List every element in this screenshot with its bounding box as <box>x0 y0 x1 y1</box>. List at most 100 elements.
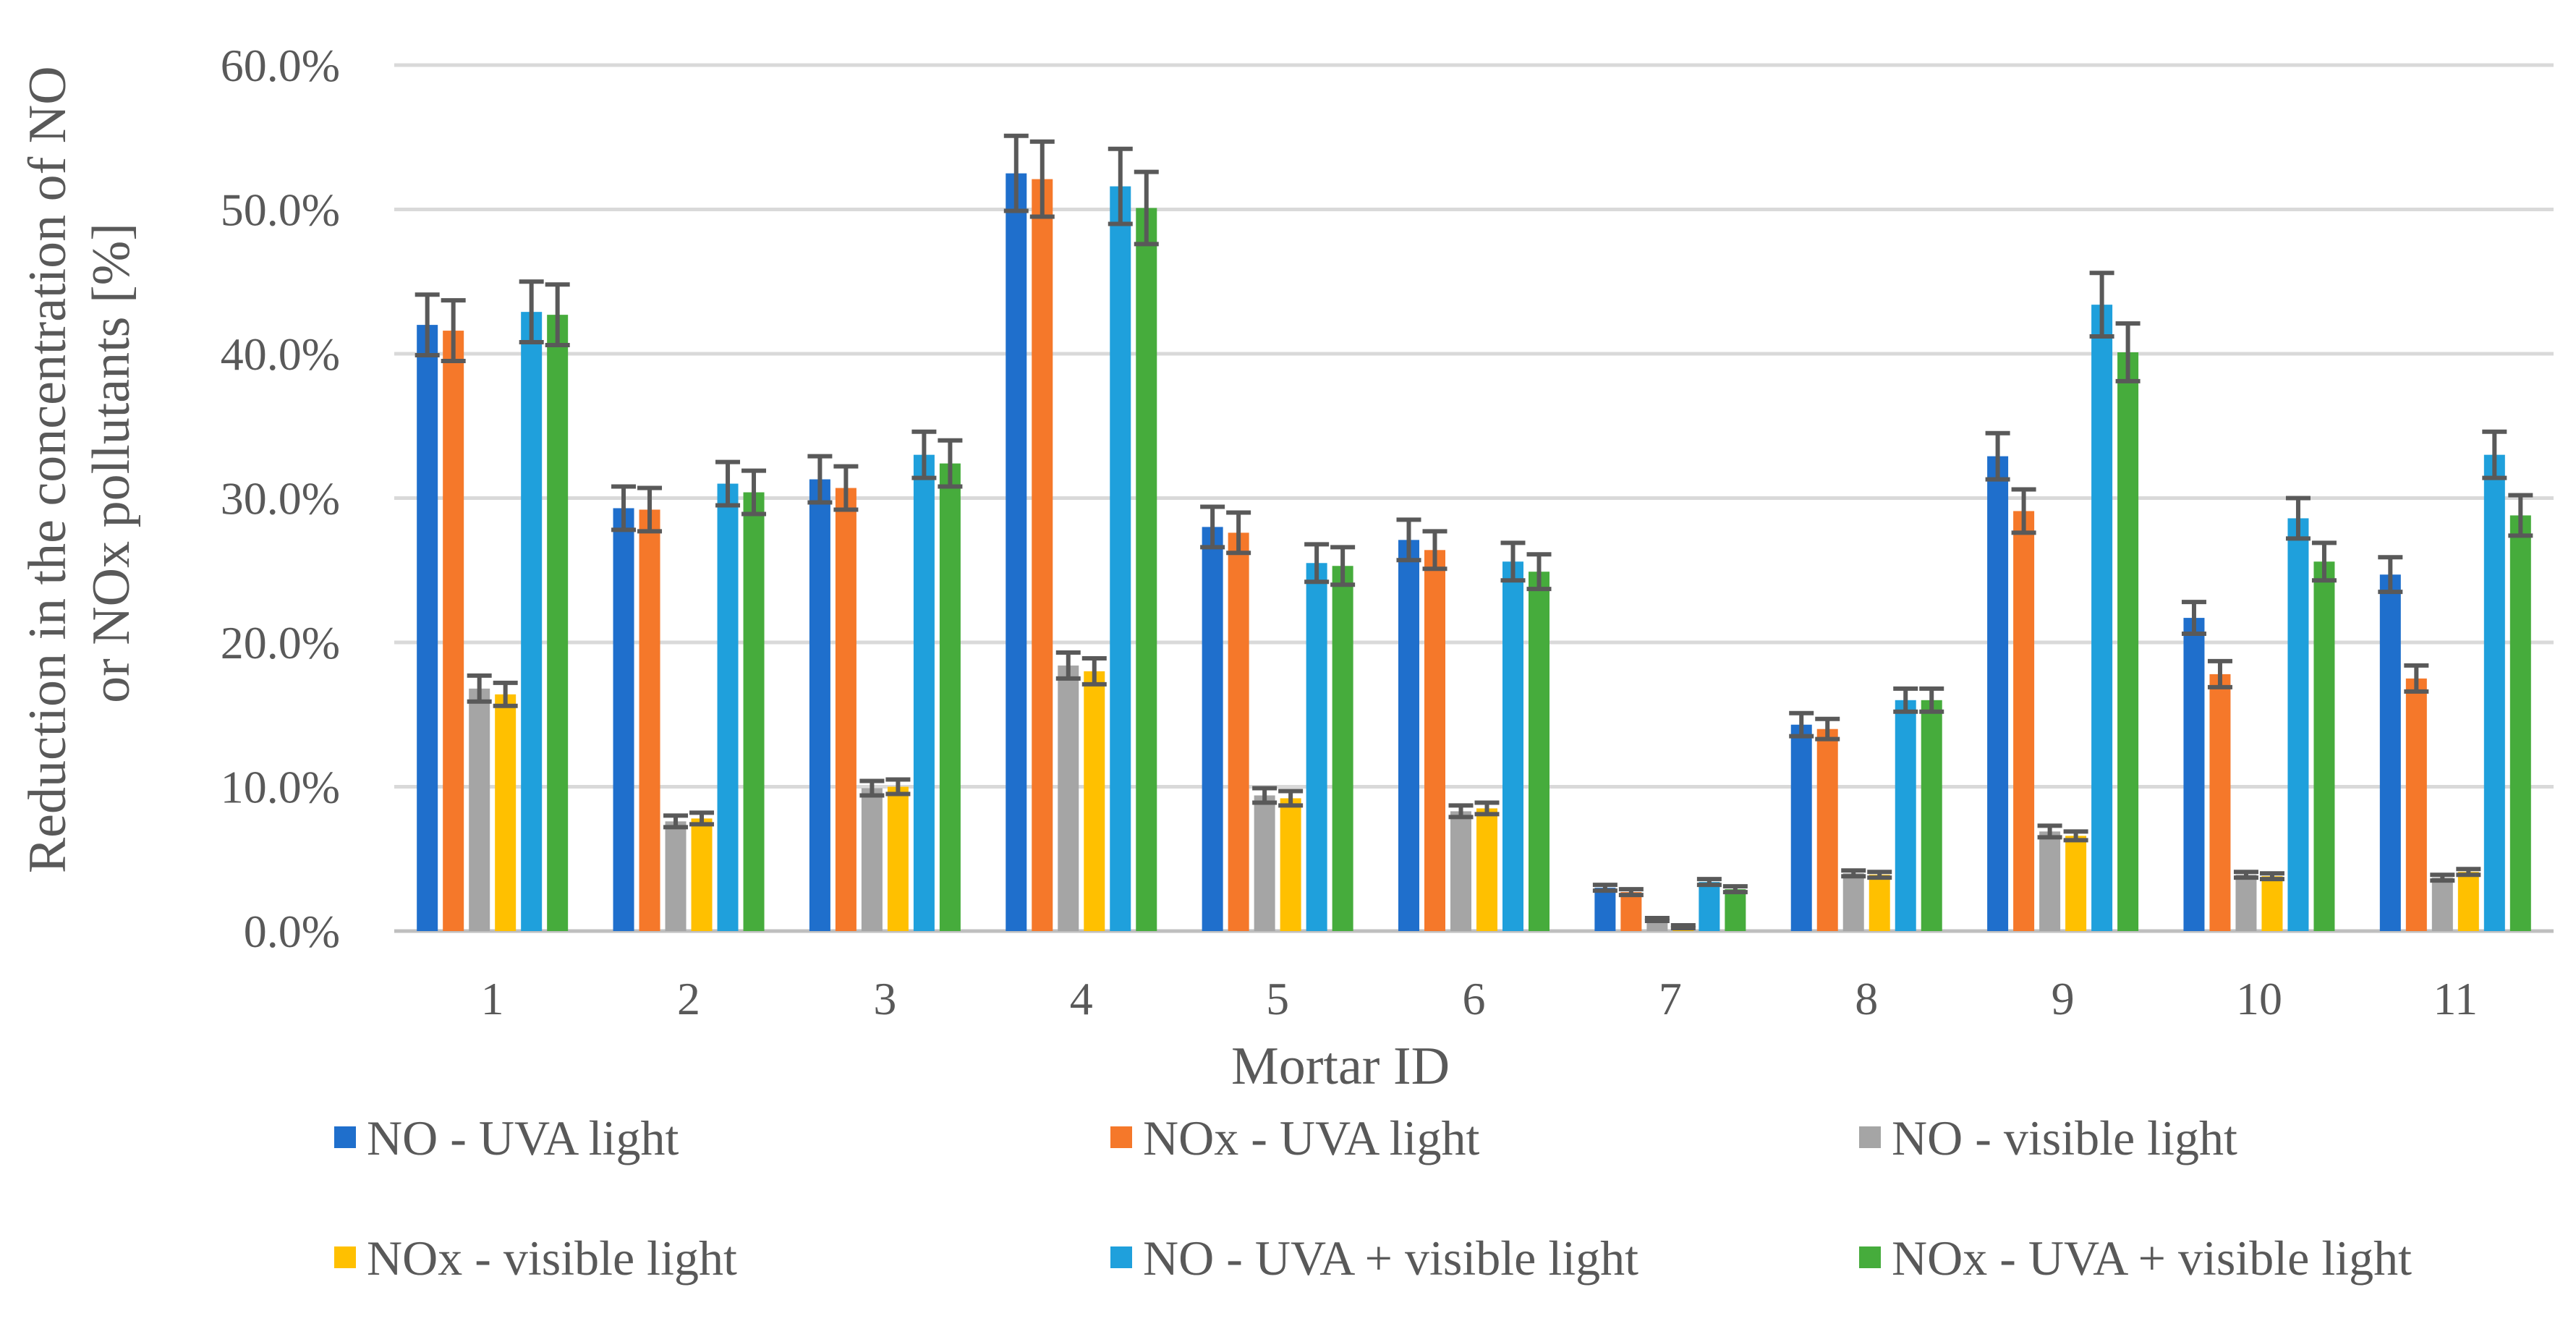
x-tick-label: 1 <box>481 973 504 1024</box>
bar <box>2457 872 2479 931</box>
bar <box>2509 515 2531 931</box>
bar <box>443 331 464 932</box>
bar <box>1450 811 1471 931</box>
y-axis-ticks: 0.0% 10.0% 20.0% 30.0% 40.0% 50.0% 60.0% <box>221 40 340 957</box>
bar <box>1842 873 1864 931</box>
bar <box>861 788 883 931</box>
legend-label: NO - UVA + visible light <box>1143 1231 1638 1286</box>
legend-swatch <box>1110 1126 1132 1148</box>
error-bar <box>807 454 833 505</box>
bar <box>1476 808 1497 931</box>
bar <box>1006 173 1027 931</box>
legend-swatch <box>334 1246 356 1268</box>
legend-label: NOx - visible light <box>367 1231 737 1286</box>
error-bar <box>1422 529 1448 572</box>
error-bar <box>1474 800 1500 817</box>
bar <box>2405 678 2427 931</box>
bar <box>2117 352 2139 931</box>
bar <box>939 463 961 931</box>
error-bar <box>1055 650 1081 681</box>
error-bar <box>1526 552 1552 592</box>
x-tick-label: 6 <box>1463 973 1486 1024</box>
legend-label: NOx - UVA light <box>1143 1110 1479 1165</box>
error-bar <box>2430 872 2455 883</box>
error-bar <box>545 282 570 348</box>
bar <box>665 821 686 931</box>
error-bar <box>1029 139 1055 219</box>
legend-swatch <box>1859 1246 1881 1268</box>
error-bar <box>415 292 440 357</box>
bar <box>1816 729 1838 931</box>
error-bar <box>2508 493 2533 538</box>
error-bar <box>885 777 911 797</box>
y-tick-label: 0.0% <box>244 906 340 957</box>
x-tick-label: 5 <box>1266 973 1289 1024</box>
bar <box>691 818 713 931</box>
error-bar <box>1919 686 1944 714</box>
bar <box>2379 574 2401 931</box>
legend: NO - UVA light NOx - UVA light NO - visibl… <box>334 1110 2412 1286</box>
bar <box>2065 836 2087 931</box>
error-bar <box>938 438 963 489</box>
bar <box>1136 208 1157 931</box>
bar <box>1699 882 1720 931</box>
error-bar <box>1500 540 1526 583</box>
x-axis-ticks: 1 2 3 4 5 6 7 8 9 10 11 <box>481 973 2478 1024</box>
bar <box>913 454 935 931</box>
error-bar <box>689 810 715 827</box>
bar <box>639 509 660 931</box>
error-bar <box>1226 510 1251 556</box>
bar <box>1110 186 1131 932</box>
error-bar <box>1592 883 1618 893</box>
error-bar <box>441 298 466 363</box>
error-bar <box>1003 133 1029 213</box>
error-bar <box>2404 663 2429 694</box>
error-bar <box>1722 884 1748 895</box>
error-bar <box>1200 504 1225 550</box>
bar-marks <box>415 133 2533 932</box>
bar <box>1529 572 1550 931</box>
bar <box>835 488 856 931</box>
bar <box>1502 561 1523 931</box>
y-tick-label: 30.0% <box>221 473 340 524</box>
x-tick-label: 3 <box>873 973 896 1024</box>
bar <box>1254 795 1275 931</box>
error-bar <box>2063 829 2088 843</box>
error-bar <box>1278 789 1304 808</box>
bar <box>2431 878 2453 931</box>
bar <box>717 483 739 931</box>
error-bar <box>611 484 637 532</box>
bar <box>469 688 490 931</box>
error-bar <box>1815 716 1840 742</box>
bar <box>1228 532 1249 931</box>
error-bar <box>2089 271 2114 339</box>
legend-swatch <box>1859 1126 1881 1148</box>
legend-item: NOx - UVA + visible light <box>1859 1231 2412 1286</box>
bar <box>1332 566 1353 931</box>
bar <box>2287 518 2309 931</box>
bar <box>809 479 830 931</box>
bar <box>1306 563 1327 931</box>
error-bar <box>2259 871 2284 882</box>
bar <box>2313 561 2335 931</box>
error-bar <box>859 778 885 798</box>
error-bar <box>1108 146 1133 226</box>
error-bar <box>715 459 741 508</box>
x-tick-label: 7 <box>1659 973 1682 1024</box>
error-bar <box>493 680 518 708</box>
error-bar <box>2011 487 2036 535</box>
legend-label: NO - UVA light <box>367 1110 679 1165</box>
x-tick-label: 11 <box>2433 973 2478 1024</box>
bar <box>2039 831 2061 931</box>
error-bar <box>1867 870 1892 880</box>
x-tick-label: 9 <box>2052 973 2075 1024</box>
error-bar <box>1448 803 1474 820</box>
error-bar <box>1644 916 1670 924</box>
bar <box>2235 875 2257 931</box>
error-bar <box>911 429 937 480</box>
y-axis-title-line-2: or NOx pollutants [%] <box>82 223 141 703</box>
bar <box>1987 456 2009 931</box>
legend-item: NOx - UVA light <box>1110 1110 1479 1165</box>
bar <box>743 492 765 931</box>
error-bar <box>1081 655 1107 687</box>
